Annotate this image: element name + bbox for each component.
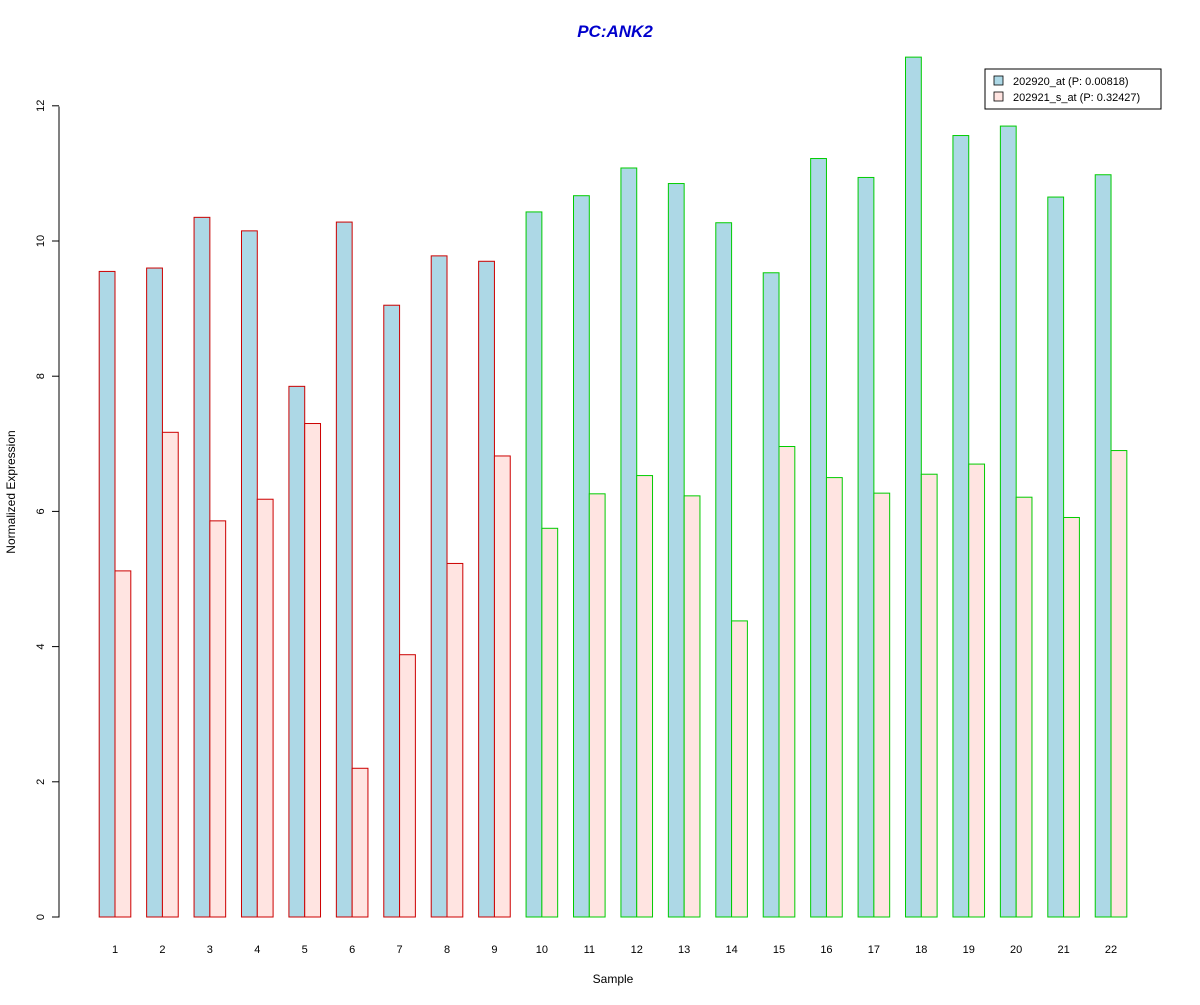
x-tick-label: 19 bbox=[963, 944, 975, 956]
bar-2-sample-3 bbox=[209, 520, 227, 918]
bar-2-sample-17 bbox=[873, 492, 891, 918]
legend-label-series-1: 202920_at (P: 0.00818) bbox=[1013, 76, 1129, 88]
x-tick-label: 8 bbox=[444, 944, 450, 956]
y-tick-label: 12 bbox=[35, 100, 47, 112]
bar-2-sample-15 bbox=[778, 446, 796, 918]
bar-1-sample-13 bbox=[667, 183, 685, 918]
bar-1-sample-2 bbox=[146, 267, 163, 918]
bar-2-sample-7 bbox=[399, 654, 416, 918]
legend-swatch-series-2 bbox=[993, 91, 1004, 102]
x-tick-label: 16 bbox=[820, 944, 832, 956]
legend-box bbox=[984, 68, 1162, 110]
y-axis-title: Normalized Expression bbox=[4, 430, 18, 553]
legend-label-series-2: 202921_s_at (P: 0.32427) bbox=[1013, 92, 1140, 104]
bar-2-sample-22 bbox=[1110, 450, 1128, 918]
y-tick-label: 2 bbox=[35, 779, 47, 785]
bar-2-sample-5 bbox=[304, 423, 322, 918]
bar-1-sample-3 bbox=[193, 216, 211, 918]
legend-swatch-series-1 bbox=[993, 75, 1004, 86]
x-axis-title: Sample bbox=[593, 972, 634, 986]
bar-1-sample-6 bbox=[335, 221, 353, 918]
bar-2-sample-16 bbox=[825, 477, 843, 918]
x-tick-label: 4 bbox=[254, 944, 260, 956]
bar-2-sample-18 bbox=[920, 473, 938, 918]
x-tick-label: 7 bbox=[397, 944, 403, 956]
x-tick-label: 6 bbox=[349, 944, 355, 956]
bar-2-sample-21 bbox=[1063, 516, 1080, 918]
bar-1-sample-22 bbox=[1094, 174, 1112, 918]
bar-1-sample-15 bbox=[762, 272, 780, 918]
bar-1-sample-11 bbox=[573, 195, 590, 918]
bar-2-sample-10 bbox=[541, 527, 559, 918]
x-tick-label: 13 bbox=[678, 944, 690, 956]
bar-2-sample-8 bbox=[446, 562, 464, 918]
bar-2-sample-13 bbox=[683, 495, 701, 918]
bar-1-sample-18 bbox=[905, 56, 922, 918]
bar-2-sample-12 bbox=[636, 475, 654, 918]
x-axis-labels: 1 2 3 4 5 6 7 8 9 10 11 12 13 14 15 16 17 18 19 20 21 22 bbox=[112, 944, 1117, 956]
bar-2-sample-4 bbox=[256, 498, 274, 918]
x-tick-label: 3 bbox=[207, 944, 213, 956]
legend: 202920_at (P: 0.00818) 202921_s_at (P: 0… bbox=[984, 68, 1162, 110]
bar-2-sample-6 bbox=[351, 767, 369, 918]
y-axis: 0 2 4 6 8 10 12 bbox=[35, 100, 59, 920]
x-tick-label: 22 bbox=[1105, 944, 1117, 956]
chart-title: PC:ANK2 bbox=[577, 22, 653, 41]
bar-2-sample-1 bbox=[114, 570, 132, 918]
y-tick-label: 8 bbox=[35, 373, 47, 379]
bar-1-sample-17 bbox=[857, 176, 875, 918]
x-tick-label: 14 bbox=[725, 944, 737, 956]
bars-group bbox=[98, 56, 1128, 918]
x-tick-label: 5 bbox=[302, 944, 308, 956]
bar-1-sample-19 bbox=[952, 135, 970, 918]
y-tick-label: 6 bbox=[35, 508, 47, 514]
bar-1-sample-10 bbox=[525, 211, 543, 918]
x-tick-label: 9 bbox=[491, 944, 497, 956]
x-tick-label: 20 bbox=[1010, 944, 1022, 956]
bar-2-sample-11 bbox=[588, 493, 606, 918]
bar-1-sample-12 bbox=[620, 167, 638, 918]
bar-2-sample-19 bbox=[968, 463, 986, 918]
x-tick-label: 2 bbox=[159, 944, 165, 956]
x-tick-label: 11 bbox=[584, 944, 595, 956]
bar-2-sample-14 bbox=[731, 620, 748, 918]
x-tick-label: 18 bbox=[915, 944, 927, 956]
x-tick-label: 10 bbox=[536, 944, 548, 956]
bar-1-sample-1 bbox=[98, 270, 116, 918]
bar-1-sample-7 bbox=[383, 304, 401, 918]
bar-1-sample-14 bbox=[715, 222, 733, 918]
y-tick-label: 10 bbox=[35, 235, 47, 247]
bar-1-sample-5 bbox=[288, 385, 306, 918]
bar-2-sample-20 bbox=[1015, 496, 1033, 918]
y-tick-label: 4 bbox=[35, 644, 47, 650]
bar-1-sample-9 bbox=[478, 260, 495, 918]
x-tick-label: 21 bbox=[1057, 944, 1069, 956]
bar-2-sample-9 bbox=[493, 455, 511, 918]
y-tick-label: 0 bbox=[35, 914, 47, 920]
bar-1-sample-8 bbox=[430, 255, 448, 918]
bar-1-sample-4 bbox=[240, 230, 258, 918]
bar-1-sample-16 bbox=[810, 158, 827, 918]
bar-1-sample-21 bbox=[1047, 196, 1065, 918]
x-tick-label: 15 bbox=[773, 944, 785, 956]
x-tick-label: 1 bbox=[112, 944, 118, 956]
bar-2-sample-2 bbox=[161, 431, 179, 918]
bar-1-sample-20 bbox=[999, 125, 1017, 918]
x-tick-label: 12 bbox=[631, 944, 643, 956]
x-tick-label: 17 bbox=[868, 944, 880, 956]
